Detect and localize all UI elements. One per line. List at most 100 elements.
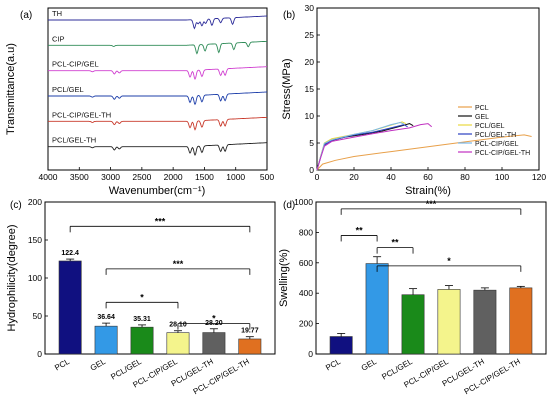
stress-legend-label: GEL bbox=[475, 114, 489, 121]
stress-curve bbox=[316, 123, 414, 171]
ftir-curve bbox=[48, 15, 267, 30]
stress-legend-label: PCL bbox=[475, 105, 489, 112]
hydro-y-tick-label: 50 bbox=[33, 311, 43, 321]
ftir-y-axis-label: Transmittance(a.u) bbox=[5, 43, 17, 135]
hydro-y-tick-label: 200 bbox=[28, 197, 42, 207]
stress-x-tick-label: 20 bbox=[349, 172, 359, 182]
stress-x-tick-label: 80 bbox=[460, 172, 470, 182]
swelling-sig-label: ** bbox=[392, 238, 400, 248]
ftir-panel: (a) Wavenumber(cm⁻¹) Transmittance(a.u) … bbox=[5, 7, 274, 197]
stress-strain-panel: (b) Strain(%) Stress(MPa) 0 20 40 60 80 100 12… bbox=[281, 3, 546, 197]
hydro-y-tick-label: 150 bbox=[28, 235, 42, 245]
hydro-sig-label: *** bbox=[155, 216, 166, 226]
ftir-x-axis-label: Wavenumber(cm⁻¹) bbox=[109, 185, 205, 197]
swelling-bars: PCL GEL PCL/GELPCL-CIP/GELPCL/GEL-THPCL-CI… bbox=[324, 256, 533, 396]
hydro-category-label: PCL bbox=[53, 357, 71, 373]
hydro-y-tick-label: 0 bbox=[37, 349, 42, 359]
hydro-y-tick-label: 100 bbox=[28, 273, 42, 283]
ftir-curve bbox=[48, 66, 267, 80]
ftir-x-tick-label: 1500 bbox=[195, 172, 214, 182]
swelling-bar bbox=[401, 294, 425, 355]
swelling-y-tick-label: 800 bbox=[299, 227, 313, 237]
ftir-plot-frame bbox=[47, 7, 268, 171]
swelling-sig-label: *** bbox=[426, 199, 437, 209]
hydro-bar bbox=[202, 332, 226, 355]
swelling-bar bbox=[329, 336, 353, 355]
hydro-sig-label: * bbox=[212, 314, 216, 324]
swelling-y-tick-label: 1000 bbox=[294, 197, 313, 207]
ftir-series-label: PCL/GEL-TH bbox=[52, 136, 96, 145]
swelling-sig-label: ** bbox=[356, 225, 364, 235]
swelling-bar bbox=[437, 289, 461, 355]
swelling-y-tick-label: 200 bbox=[299, 319, 313, 329]
stress-y-tick-label: 25 bbox=[305, 30, 315, 40]
hydro-bar bbox=[238, 338, 262, 355]
swelling-significance: ******** bbox=[340, 199, 522, 272]
stress-curve bbox=[316, 121, 407, 171]
ftir-curve bbox=[48, 91, 267, 106]
hydro-bar bbox=[166, 332, 190, 355]
stress-y-tick-label: 30 bbox=[305, 3, 315, 13]
swelling-category-label: GEL bbox=[360, 357, 379, 373]
ftir-x-tick-label: 1000 bbox=[226, 172, 245, 182]
swelling-plot-frame bbox=[315, 201, 547, 355]
hydro-category-label: GEL bbox=[89, 357, 108, 373]
stress-y-tick-label: 5 bbox=[309, 138, 314, 148]
hydro-significance: ******** bbox=[69, 216, 251, 330]
swelling-y-tick-label: 0 bbox=[308, 349, 313, 359]
stress-y-tick-label: 10 bbox=[305, 111, 315, 121]
ftir-series-label: CIP bbox=[52, 34, 65, 43]
stress-legend-label: PCL/GEL-TH bbox=[475, 132, 516, 139]
stress-x-axis-label: Strain(%) bbox=[405, 185, 451, 197]
hydro-bars: PCL122.4GEL36.64PCL/GEL35.31PCL-CIP/GEL2… bbox=[53, 250, 262, 396]
ftir-series-label: PCL-CIP/GEL-TH bbox=[52, 110, 111, 119]
hydro-value-label: 19.77 bbox=[241, 328, 259, 335]
stress-x-tick-label: 120 bbox=[532, 172, 546, 182]
stress-curve bbox=[316, 123, 433, 171]
stress-x-tick-label: 40 bbox=[386, 172, 396, 182]
stress-x-tick-label: 0 bbox=[315, 172, 320, 182]
stress-y-tick-label: 15 bbox=[305, 84, 315, 94]
ftir-curve bbox=[48, 142, 267, 156]
panel-d-label: (d) bbox=[283, 200, 295, 211]
swelling-bar bbox=[509, 287, 533, 355]
ftir-x-tick-label: 3500 bbox=[70, 172, 89, 182]
stress-x-tick-label: 100 bbox=[495, 172, 509, 182]
hydro-bar bbox=[58, 260, 82, 355]
swelling-category-label: PCL bbox=[324, 357, 342, 373]
hydro-value-label: 35.31 bbox=[133, 316, 151, 323]
ftir-x-ticks: 4000 3500 3000 2500 2000 1500 1000 500 bbox=[39, 167, 274, 182]
stress-legend-label: PCL/GEL bbox=[475, 123, 505, 130]
stress-legend-label: PCL-CIP/GEL bbox=[475, 141, 519, 148]
swelling-y-tick-label: 400 bbox=[299, 288, 313, 298]
hydro-bar bbox=[94, 325, 118, 355]
stress-legend-label: PCL-CIP/GEL-TH bbox=[475, 150, 530, 157]
swelling-bar bbox=[365, 263, 389, 355]
stress-y-tick-label: 20 bbox=[305, 57, 315, 67]
stress-ticks: 0 20 40 60 80 100 120 0 5 10 15 20 25 30 bbox=[305, 3, 547, 182]
hydro-sig-label: *** bbox=[173, 259, 184, 269]
ftir-curve bbox=[48, 116, 268, 131]
stress-curve bbox=[316, 121, 405, 171]
ftir-x-tick-label: 3000 bbox=[101, 172, 120, 182]
hydrophilicity-panel: (c) Hydrophilicity(degree) 050100150200 … bbox=[6, 197, 276, 396]
swelling-y-tick-label: 600 bbox=[299, 258, 313, 268]
hydro-ticks: 0 50 100 150 200 bbox=[28, 197, 48, 359]
hydro-y-axis-label: Hydrophilicity(degree) bbox=[6, 225, 18, 332]
hydro-sig-label: * bbox=[140, 292, 144, 302]
stress-y-axis-label: Stress(MPa) bbox=[281, 58, 293, 119]
stress-curve bbox=[316, 124, 408, 171]
panel-a-label: (a) bbox=[20, 10, 32, 21]
swelling-ticks: 0 200 400 600 800 1000 bbox=[294, 197, 319, 359]
ftir-series-label: TH bbox=[52, 9, 62, 18]
ftir-x-tick-label: 2000 bbox=[164, 172, 183, 182]
panel-c-label: (c) bbox=[10, 200, 22, 211]
panel-b-label: (b) bbox=[283, 10, 295, 21]
ftir-x-tick-label: 500 bbox=[260, 172, 274, 182]
swelling-y-axis-label: Swelling(%) bbox=[278, 249, 290, 307]
stress-legend: PCL GEL PCL/GEL PCL/GEL-TH PCL-CIP/GEL PCL-CI… bbox=[458, 105, 530, 157]
ftir-series-label: PCL/GEL bbox=[52, 85, 84, 94]
stress-curve bbox=[316, 134, 532, 171]
ftir-x-tick-label: 4000 bbox=[39, 172, 58, 182]
ftir-curve bbox=[48, 40, 268, 55]
